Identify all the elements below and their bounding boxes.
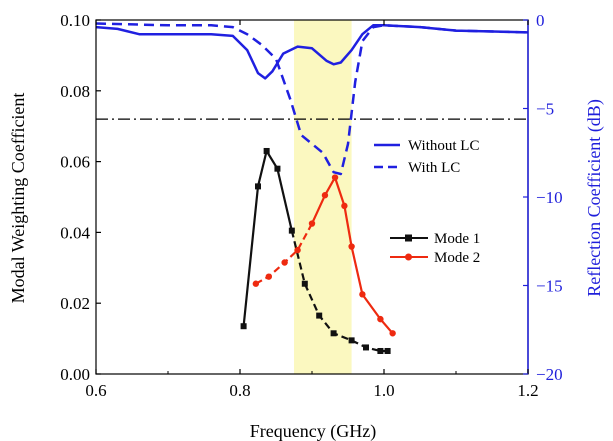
legend-mode2-marker <box>405 253 412 261</box>
legend-modes: Mode 1 Mode 2 <box>390 231 480 266</box>
mode1-point <box>274 165 281 172</box>
mode1-point <box>363 344 369 351</box>
mode2-point <box>377 315 384 323</box>
y-left-tick-label: 0.02 <box>60 294 90 313</box>
mode1-point <box>255 183 261 190</box>
mode1-point <box>348 337 355 344</box>
y-left-tick-label: 0.08 <box>60 82 90 101</box>
y-left-tick-label: 0.06 <box>60 153 90 172</box>
mode1-point <box>288 227 295 234</box>
legend-without-lc-label: Without LC <box>408 138 479 154</box>
mode1-point <box>377 347 384 354</box>
legend-mode1-marker <box>405 234 412 242</box>
mode2-point <box>252 280 260 287</box>
x-tick-label: 1.0 <box>373 381 394 400</box>
y-right-tick-label: −20 <box>536 365 563 384</box>
mode2-point <box>281 259 288 266</box>
mode2-point <box>389 330 396 337</box>
x-tick-label: 0.8 <box>229 381 250 400</box>
x-axis-title: Frequency (GHz) <box>250 421 376 441</box>
mode1-point <box>330 330 337 337</box>
y-axis-right-title: Reflection Coefficient (dB) <box>584 99 605 297</box>
mode2-point <box>348 243 355 250</box>
mode2-point <box>331 174 339 181</box>
y-right-tick-label: −10 <box>536 188 563 207</box>
y-right-tick-label: −5 <box>536 100 554 119</box>
y-left-tick-label: 0.04 <box>60 223 90 242</box>
mode2-point <box>294 246 301 254</box>
y-right-tick-label: −15 <box>536 277 563 296</box>
mode1-point <box>316 312 323 319</box>
mode2-point <box>341 202 348 210</box>
x-tick-label: 0.6 <box>85 381 106 400</box>
x-tick-label: 1.2 <box>517 381 538 400</box>
mode2-point <box>359 291 366 298</box>
mode2-point <box>265 273 272 280</box>
mode1-point <box>263 147 270 154</box>
mode2-line-segment <box>310 174 394 335</box>
mode1-line-segment <box>242 148 293 327</box>
mode1-point <box>240 323 247 330</box>
legend-mode1-label: Mode 1 <box>434 231 480 247</box>
mode2-point <box>321 192 329 199</box>
legend-reflection: Without LC With LC <box>374 138 479 176</box>
with-lc-line <box>95 22 529 176</box>
legend-mode2-label: Mode 2 <box>434 250 480 266</box>
mode1-point <box>384 347 391 354</box>
y-axis-left-title: Modal Weighting Coefficient <box>8 93 28 304</box>
legend-with-lc-label: With LC <box>408 160 460 176</box>
mode2-point <box>308 220 316 227</box>
y-left-tick-label: 0.00 <box>60 365 90 384</box>
y-left-tick-label: 0.10 <box>60 11 90 30</box>
y-right-tick-label: 0 <box>536 11 545 30</box>
mode1-point <box>301 280 308 287</box>
